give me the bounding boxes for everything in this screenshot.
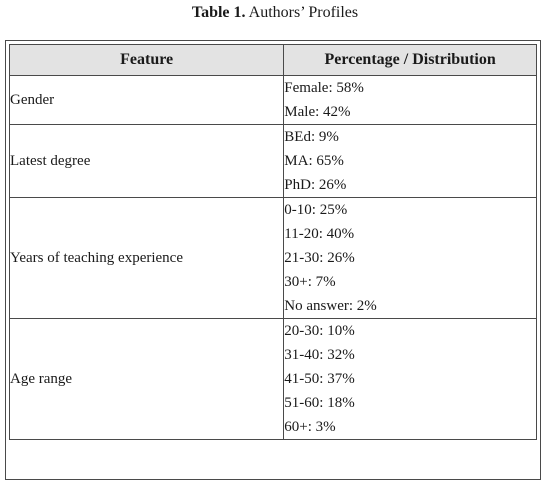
- table-row-latest-degree: Latest degree BEd: 9% MA: 65% PhD: 26%: [8, 124, 537, 198]
- caption-label: Table 1.: [191, 4, 246, 21]
- distribution-value: Male: 42%: [284, 104, 351, 120]
- distribution-value: 60+: 3%: [284, 419, 336, 435]
- feature-cell: Age range: [8, 318, 285, 440]
- distribution-value: 0-10: 25%: [284, 202, 348, 218]
- distribution-value: 31-40: 32%: [284, 347, 355, 363]
- table-caption: Table 1. Authors’ Profiles: [0, 3, 550, 23]
- distribution-cell: 20-30: 10% 31-40: 32% 41-50: 37% 51-60: …: [283, 318, 537, 440]
- distribution-value: BEd: 9%: [284, 129, 339, 145]
- distribution-value: 51-60: 18%: [284, 395, 355, 411]
- distribution-value: No answer: 2%: [284, 298, 377, 314]
- distribution-value: 21-30: 26%: [284, 250, 355, 266]
- authors-profile-table: Feature Percentage / Distribution Gender…: [8, 44, 537, 440]
- feature-cell: Gender: [8, 75, 285, 125]
- distribution-value: 11-20: 40%: [284, 226, 355, 242]
- caption-title: Authors’ Profiles: [248, 4, 359, 21]
- distribution-value: 41-50: 37%: [284, 371, 355, 387]
- distribution-value: PhD: 26%: [284, 177, 347, 193]
- distribution-value: 20-30: 10%: [284, 323, 355, 339]
- feature-cell: Latest degree: [8, 124, 285, 198]
- table-header-row: Feature Percentage / Distribution: [8, 44, 537, 76]
- table-row-gender: Gender Female: 58% Male: 42%: [8, 75, 537, 125]
- distribution-value: 30+: 7%: [284, 274, 336, 290]
- distribution-cell: BEd: 9% MA: 65% PhD: 26%: [283, 124, 537, 198]
- distribution-value: Female: 58%: [284, 80, 364, 96]
- distribution-value: MA: 65%: [284, 153, 344, 169]
- distribution-cell: Female: 58% Male: 42%: [283, 75, 537, 125]
- header-distribution: Percentage / Distribution: [283, 44, 537, 76]
- table-row-age-range: Age range 20-30: 10% 31-40: 32% 41-50: 3…: [8, 318, 537, 440]
- feature-cell: Years of teaching experience: [8, 197, 285, 319]
- header-feature: Feature: [8, 44, 285, 76]
- distribution-cell: 0-10: 25% 11-20: 40% 21-30: 26% 30+: 7% …: [283, 197, 537, 319]
- table-row-teaching-experience: Years of teaching experience 0-10: 25% 1…: [8, 197, 537, 319]
